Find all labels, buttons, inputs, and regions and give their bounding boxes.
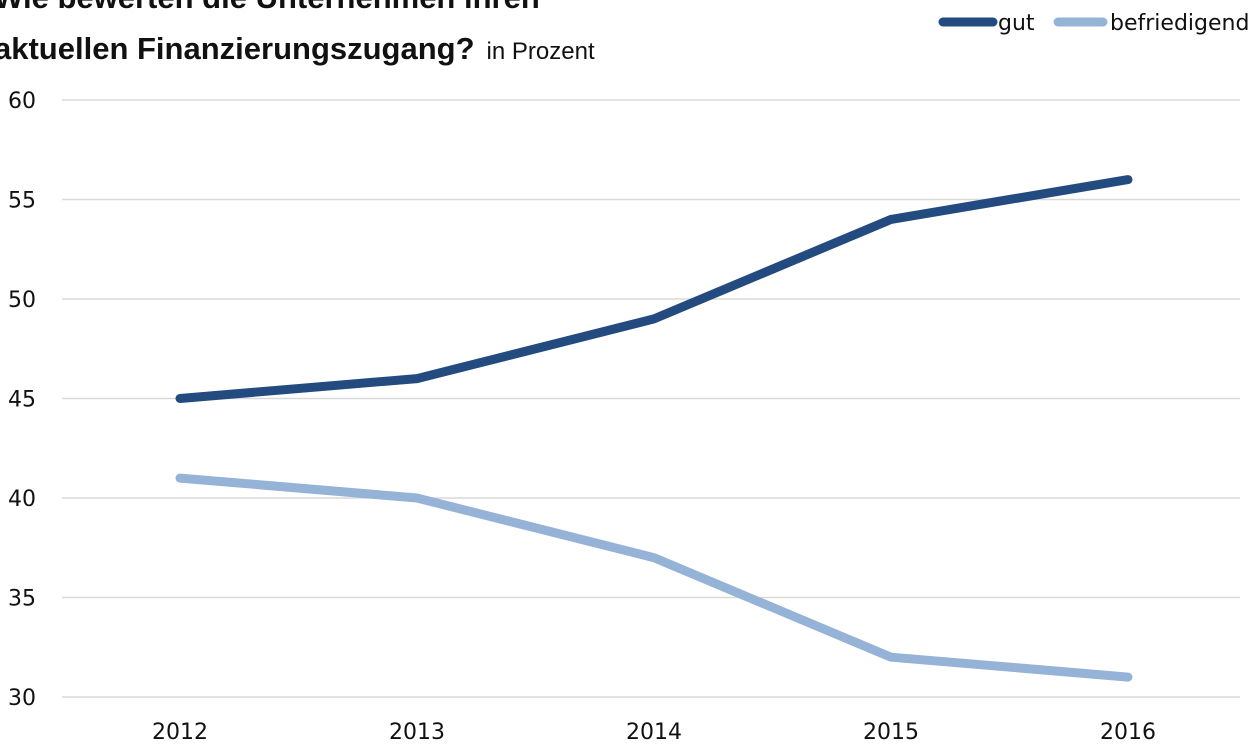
chart-title: aktuellen Finanzierungszugang? (0, 31, 475, 66)
line-series (175, 175, 1133, 403)
chart-subtitle: in Prozent (487, 38, 595, 65)
x-tick-label: 2015 (863, 720, 919, 745)
y-tick-label: 30 (8, 686, 36, 711)
x-tick-label: 2014 (626, 720, 682, 745)
y-tick-label: 55 (8, 189, 36, 214)
y-tick-label: 45 (8, 388, 36, 413)
title-line: aktuellen Finanzierungszugang? in Prozent (0, 31, 595, 66)
line-series (175, 473, 1133, 682)
x-tick-label: 2012 (152, 720, 208, 745)
x-tick-label: 2016 (1100, 720, 1156, 745)
chart-title: Wie bewerten die Unternehmen ihren (0, 0, 540, 15)
y-tick-label: 50 (8, 288, 36, 313)
y-tick-label: 40 (8, 487, 36, 512)
y-tick-label: 60 (8, 89, 36, 114)
y-tick-label: 35 (8, 587, 36, 612)
x-tick-label: 2013 (389, 720, 445, 745)
legend-label: befriedigend (1110, 11, 1249, 36)
legend-label: gut (998, 11, 1035, 36)
